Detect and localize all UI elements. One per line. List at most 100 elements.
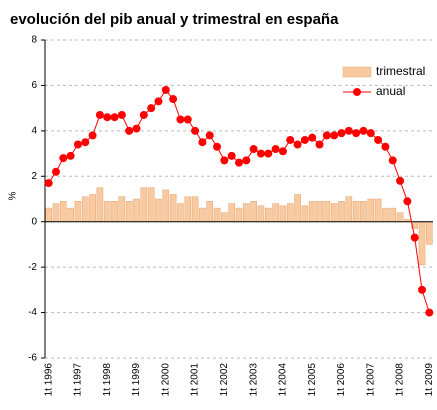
x-tick-label: 1t 2007 (365, 363, 376, 397)
bar (67, 207, 74, 222)
x-tick-label: 1t 2005 (307, 363, 318, 397)
point (191, 126, 200, 135)
bar (52, 203, 60, 222)
bar (147, 187, 155, 222)
bar (125, 201, 133, 222)
point (154, 97, 163, 106)
point (66, 151, 75, 160)
bar (133, 198, 140, 222)
point (374, 135, 383, 144)
point (161, 85, 170, 94)
y-tick-label: -4 (28, 307, 37, 318)
point (176, 115, 185, 124)
bar (345, 196, 353, 222)
point (59, 154, 68, 163)
bar (389, 207, 397, 222)
point (293, 140, 302, 149)
y-tick-label: 0 (31, 216, 37, 227)
bar (426, 221, 433, 245)
point (198, 138, 207, 147)
x-tick-label: 1t 2006 (336, 363, 347, 397)
bar (374, 198, 382, 222)
point (242, 156, 251, 165)
y-tick-label: -2 (28, 262, 37, 273)
point (220, 156, 229, 165)
point (308, 133, 317, 142)
bar (367, 198, 375, 222)
bar (308, 201, 316, 222)
point (278, 147, 287, 156)
bar (59, 201, 67, 222)
x-tick-label: 1t 2009 (424, 363, 435, 397)
point (403, 197, 412, 206)
bar (191, 196, 199, 222)
bar (360, 201, 367, 222)
point (125, 126, 134, 135)
x-tick-label: 1t 2000 (160, 363, 171, 397)
bar (323, 201, 331, 222)
bar (228, 203, 236, 222)
point (81, 138, 90, 147)
bar (169, 194, 177, 222)
x-tick-label: 1t 1996 (43, 363, 54, 397)
point (322, 131, 331, 140)
bar (45, 207, 52, 222)
point (139, 110, 148, 119)
bar (257, 205, 265, 222)
point (88, 131, 97, 140)
point (344, 126, 353, 135)
point (315, 140, 324, 149)
bar (330, 203, 338, 222)
y-tick-label: 8 (31, 35, 37, 46)
bar (118, 196, 126, 222)
point (264, 149, 273, 158)
x-tick-label: 1t 1997 (73, 363, 84, 397)
bar (177, 203, 184, 222)
point (388, 156, 397, 165)
point (300, 135, 309, 144)
point (117, 110, 126, 119)
point (147, 104, 156, 113)
bar (316, 201, 323, 222)
point (44, 179, 53, 188)
bar (140, 187, 148, 222)
bar (103, 201, 111, 222)
bar (250, 201, 257, 222)
bar (221, 212, 228, 222)
bar (162, 189, 170, 222)
bar (184, 196, 192, 222)
point (213, 142, 222, 151)
x-tick-label: 1t 2001 (190, 363, 201, 397)
point (73, 140, 82, 149)
point (418, 285, 427, 294)
point (410, 233, 419, 242)
point (103, 113, 112, 122)
point (352, 129, 361, 138)
point (235, 158, 243, 167)
y-axis-label: % (8, 191, 19, 200)
bar (338, 201, 345, 222)
bar (272, 203, 279, 222)
bar (418, 221, 426, 266)
bar (279, 205, 287, 222)
x-tick-label: 1t 2008 (395, 363, 406, 397)
y-tick-label: 6 (31, 80, 37, 91)
point (359, 126, 368, 135)
bar (242, 203, 250, 222)
x-tick-label: 1t 1998 (102, 363, 113, 397)
bar (235, 207, 243, 222)
point (256, 149, 265, 158)
bar (352, 201, 360, 222)
point (330, 131, 339, 140)
bar (213, 207, 221, 222)
point (249, 145, 258, 154)
point (227, 151, 236, 160)
point (183, 115, 192, 124)
point (51, 167, 60, 176)
x-tick-label: 1t 2003 (248, 363, 259, 397)
bar (111, 201, 118, 222)
legend-swatch (353, 88, 361, 96)
point (205, 131, 214, 140)
point (132, 124, 141, 133)
